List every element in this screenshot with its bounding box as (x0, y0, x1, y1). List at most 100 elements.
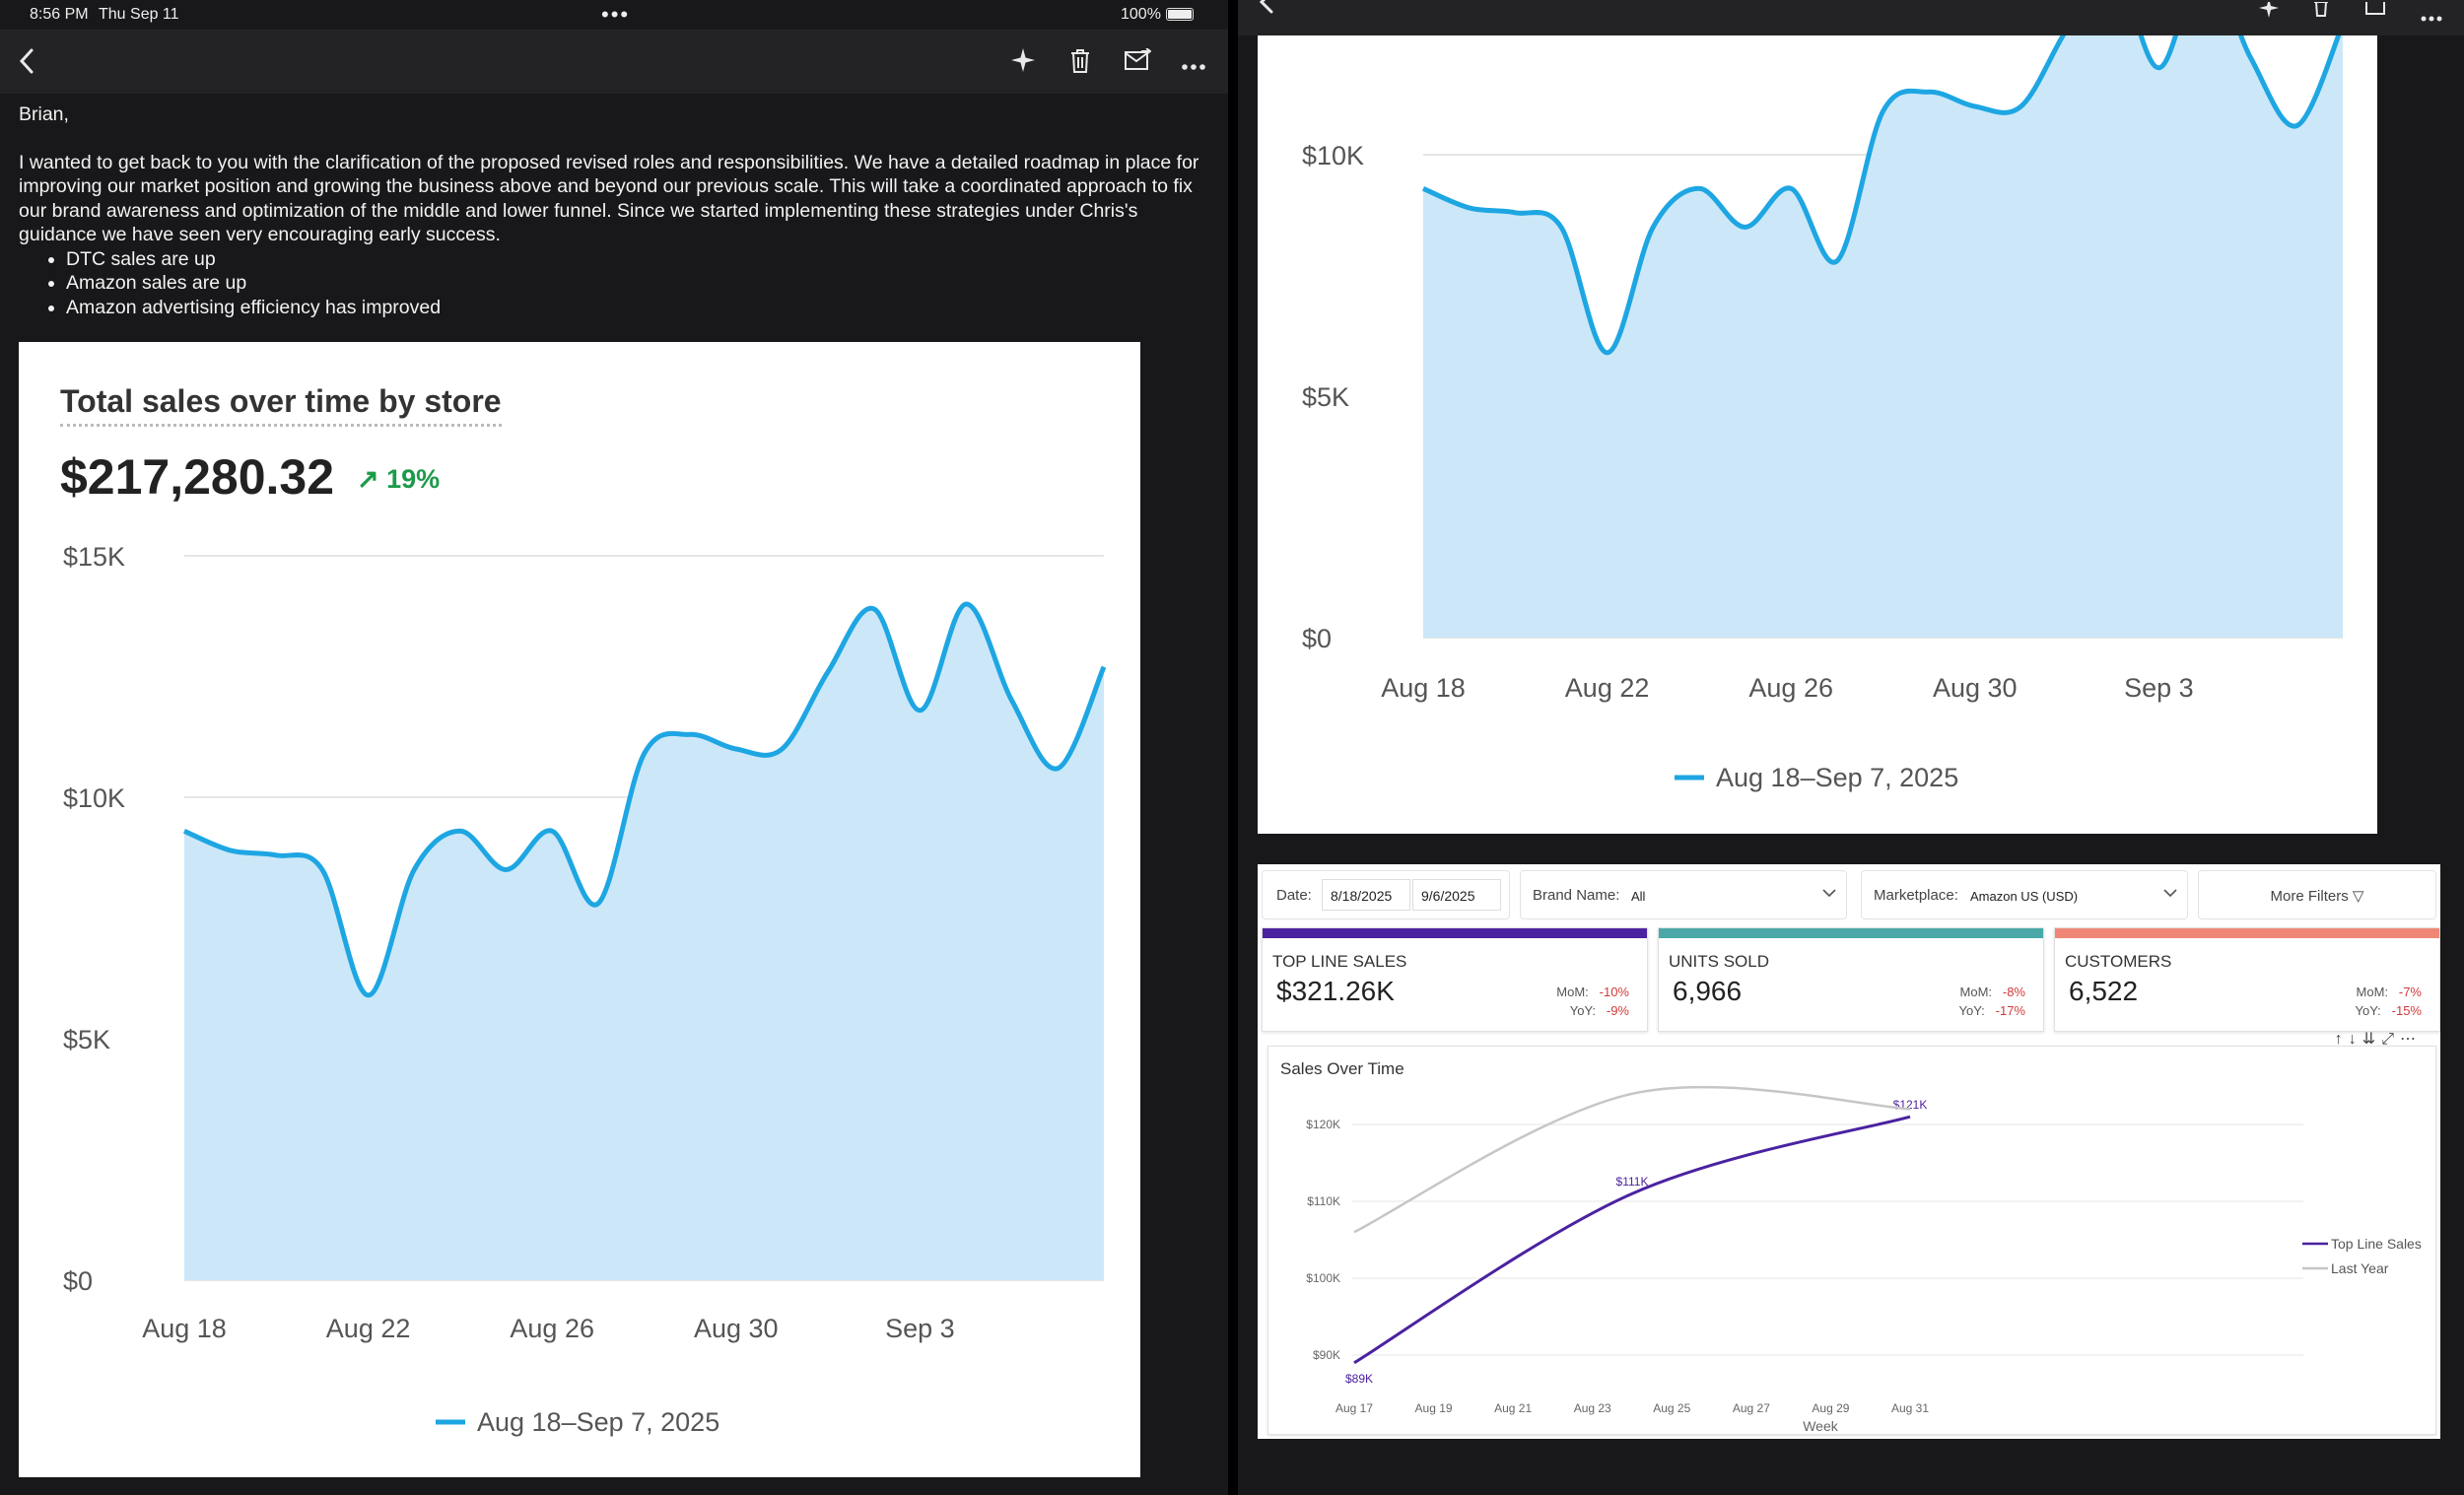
date-filter[interactable]: Date: 8/18/2025 9/6/2025 (1262, 870, 1510, 919)
kpi-value: $321.26K (1276, 976, 1395, 1006)
y-tick-label: $0 (1302, 624, 1332, 653)
kpi-title: TOP LINE SALES (1272, 952, 1407, 971)
expand-hierarchy-icon[interactable]: ⇊ (2361, 1031, 2382, 1048)
kpi-change: MoM: -7% YoY: -15% (2356, 983, 2422, 1020)
data-label: $89K (1345, 1372, 1373, 1386)
x-tick-label: Aug 31 (1891, 1401, 1929, 1415)
x-tick-label: Aug 23 (1574, 1401, 1611, 1415)
series-group (1422, 35, 2343, 638)
series-line-top-line-sales (1353, 1115, 1911, 1365)
mom-label: MoM: (1959, 985, 1993, 999)
arrow-up-right-icon: ↗ (357, 464, 379, 494)
drill-up-icon[interactable]: ↑ (2334, 1031, 2349, 1048)
sparkle-icon[interactable] (1010, 47, 1036, 77)
date-to-field[interactable]: 9/6/2025 (1412, 879, 1501, 911)
series-line (183, 601, 1107, 998)
card-delta-value: 19% (386, 464, 441, 494)
email-toolbar-right (1238, 0, 2464, 35)
email-toolbar (0, 30, 1228, 94)
series-line (1422, 35, 2342, 356)
more-options-icon[interactable]: ⋯ (2400, 1031, 2422, 1048)
kpi-accent-bar (1263, 928, 1647, 938)
x-tick-label: Aug 27 (1733, 1401, 1770, 1415)
y-tick-label: $90K (1313, 1348, 1340, 1362)
battery-percent: 100% (1121, 6, 1161, 23)
yoy-label: YoY: (2355, 1003, 2381, 1018)
brand-filter-value: All (1631, 889, 1646, 904)
kpi-title: CUSTOMERS (2065, 952, 2172, 971)
kpi-accent-bar (1659, 928, 2043, 938)
y-tick-label: $120K (1306, 1118, 1340, 1131)
store-sales-card: Total sales over time by store $217,280.… (19, 342, 1140, 1477)
chart-title: Sales Over Time (1280, 1059, 1404, 1078)
yoy-value: -9% (1606, 1003, 1629, 1018)
series-group (183, 601, 1107, 1280)
marketplace-filter[interactable]: Marketplace: Amazon US (USD) (1861, 870, 2188, 919)
multitasking-dots-icon[interactable]: ••• (601, 2, 631, 27)
email-greeting: Brian, (19, 103, 69, 125)
status-bar: 8:56 PM Thu Sep 11 ••• 100% (0, 0, 1228, 30)
x-tick-label: Aug 21 (1494, 1401, 1532, 1415)
drill-down-icon[interactable]: ↓ (2348, 1031, 2362, 1048)
focus-mode-icon[interactable]: ⤢ (2381, 1031, 2400, 1048)
battery-icon (1166, 8, 1194, 21)
x-tick-label: Sep 3 (885, 1314, 955, 1343)
email-pane-left: 8:56 PM Thu Sep 11 ••• 100% Brian, I wan… (0, 0, 1228, 1495)
email-pane-right: $10K $5K $0 Aug 18 Aug 22 Aug 26 Aug 30 Sep 3 Au… (1238, 0, 2464, 1495)
marketplace-filter-label: Marketplace: (1874, 887, 1958, 904)
sparkle-icon[interactable] (2258, 0, 2280, 22)
kpi-title: UNITS SOLD (1669, 952, 1770, 971)
sales-over-time-visual: ↑↓⇊⤢⋯ Sales Over Time $120K $110K $100K $90K… (1267, 1031, 2436, 1435)
x-tick-label: Aug 29 (1812, 1401, 1849, 1415)
y-tick-label: $10K (63, 783, 125, 813)
date-filter-label: Date: (1276, 887, 1312, 904)
store-sales-chart-cropped: $10K $5K $0 Aug 18 Aug 22 Aug 26 Aug 30 Sep 3 Au… (1302, 35, 2343, 792)
mail-move-icon[interactable] (2364, 0, 2388, 22)
store-sales-card-cropped: $10K $5K $0 Aug 18 Aug 22 Aug 26 Aug 30 Sep 3 Au… (1258, 35, 2377, 834)
y-tick-label: $110K (1307, 1194, 1340, 1208)
chevron-down-icon[interactable] (1822, 885, 1836, 902)
brand-filter[interactable]: Brand Name: All (1520, 870, 1847, 919)
yoy-value: -15% (2391, 1003, 2422, 1018)
store-sales-chart: $15K $10K $5K $0 Aug 18 Aug 22 Aug 26 Aug 30 Sep… (63, 542, 1107, 1437)
card-delta: ↗ 19% (357, 464, 440, 495)
yoy-value: -17% (1995, 1003, 2025, 1018)
x-tick-label: Aug 26 (510, 1314, 594, 1343)
back-chevron-icon[interactable] (1258, 0, 1275, 20)
date-from-field[interactable]: 8/18/2025 (1322, 879, 1410, 911)
bullet-item: Amazon advertising efficiency has improv… (66, 296, 1211, 320)
kpi-accent-bar (2055, 928, 2439, 938)
email-body: Brian, I wanted to get back to you with … (19, 102, 1211, 319)
bullet-item: Amazon sales are up (66, 271, 1211, 296)
series-area (1423, 35, 2343, 638)
mail-move-icon[interactable] (1124, 47, 1152, 76)
data-label: $111K (1616, 1175, 1649, 1189)
kpi-change: MoM: -10% YoY: -9% (1556, 983, 1629, 1020)
x-tick-label: Aug 22 (1565, 673, 1650, 703)
mom-value: -7% (2398, 985, 2422, 999)
more-icon[interactable] (1181, 49, 1206, 75)
trash-icon[interactable] (1069, 48, 1091, 78)
back-chevron-icon[interactable] (18, 47, 35, 79)
sales-dashboard: Date: 8/18/2025 9/6/2025 Brand Name: All… (1258, 864, 2440, 1439)
series-line-last-year (1353, 1085, 1911, 1234)
x-tick-label: Aug 30 (1933, 673, 2018, 703)
data-label: $121K (1893, 1098, 1928, 1112)
more-filters-button[interactable]: More Filters ▽ (2198, 870, 2436, 919)
kpi-card-customers: CUSTOMERS 6,522 MoM: -7% YoY: -15% (2054, 927, 2440, 1032)
more-icon[interactable] (2421, 2, 2442, 28)
email-continuation (1258, 1447, 2460, 1495)
trash-icon[interactable] (2312, 0, 2330, 22)
x-tick-label: Sep 3 (2124, 673, 2194, 703)
y-tick-label: $5K (1302, 382, 1349, 412)
kpi-value: 6,966 (1673, 976, 1743, 1006)
card-total: $217,280.32 (60, 449, 335, 505)
split-view-divider[interactable] (1228, 0, 1238, 1495)
x-tick-label: Aug 26 (1748, 673, 1833, 703)
legend-label: Last Year (2331, 1260, 2389, 1276)
legend-label: Aug 18–Sep 7, 2025 (477, 1407, 719, 1437)
bullet-item: DTC sales are up (66, 247, 1211, 272)
kpi-change: MoM: -8% YoY: -17% (1959, 983, 2025, 1020)
chevron-down-icon[interactable] (2163, 885, 2177, 902)
mom-value: -8% (2002, 985, 2025, 999)
